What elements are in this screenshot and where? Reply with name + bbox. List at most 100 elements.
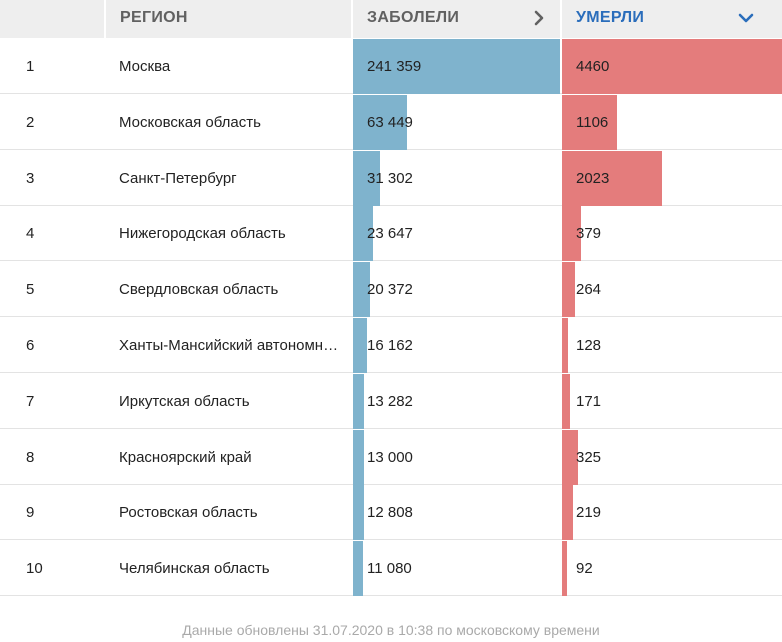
dead-cell: 264 — [562, 262, 782, 318]
region-name: Свердловская область — [119, 281, 279, 299]
sick-value: 16 162 — [367, 337, 413, 354]
table-row[interactable]: 9 Ростовская область 12 808 219 — [0, 485, 782, 541]
dead-bar — [562, 541, 567, 597]
table-row[interactable]: 4 Нижегородская область 23 647 379 — [0, 206, 782, 262]
header-sick-column[interactable]: ЗАБОЛЕЛИ — [353, 0, 560, 38]
dead-bar — [562, 150, 662, 206]
sick-bar — [353, 150, 380, 206]
sick-value: 12 808 — [367, 504, 413, 522]
dead-bar — [562, 206, 581, 262]
update-note: Данные обновлены 31.07.2020 в 10:38 по м… — [182, 622, 600, 638]
dead-value: 92 — [576, 560, 593, 578]
dead-value: 171 — [576, 392, 602, 410]
sick-bar — [353, 485, 364, 541]
sick-value: 31 302 — [367, 169, 413, 187]
header-dead-label: УМЕРЛИ — [576, 9, 645, 26]
dead-cell: 325 — [562, 429, 782, 485]
table-row[interactable]: 10 Челябинская область 11 080 92 — [0, 541, 782, 597]
header-sick-label: ЗАБОЛЕЛИ — [367, 9, 460, 26]
dead-bar — [562, 429, 578, 485]
dead-cell: 4460 — [562, 39, 782, 94]
dead-value: 1106 — [576, 113, 609, 131]
dead-cell: 92 — [562, 541, 782, 597]
sick-cell: 13 000 — [353, 429, 560, 485]
region-name: Ханты-Мансийский автономный округ — Югра — [119, 337, 343, 354]
table-row[interactable]: 2 Московская область 63 449 1106 — [0, 94, 782, 150]
table-row[interactable]: 8 Красноярский край 13 000 325 — [0, 429, 782, 485]
region-name: Нижегородская область — [119, 225, 286, 243]
row-number: 5 — [26, 281, 35, 299]
row-number: 10 — [26, 560, 43, 578]
sick-value: 241 359 — [367, 58, 422, 75]
dead-value: 325 — [576, 448, 602, 466]
sick-bar — [353, 318, 367, 373]
region-name: Челябинская область — [119, 560, 270, 578]
row-number: 8 — [26, 448, 35, 466]
dead-value: 4460 — [576, 58, 610, 75]
dead-bar — [562, 485, 573, 541]
sick-value: 13 000 — [367, 448, 413, 466]
sick-value: 20 372 — [367, 281, 413, 299]
sick-cell: 16 162 — [353, 318, 560, 373]
dead-value: 219 — [576, 504, 602, 522]
sick-cell: 63 449 — [353, 94, 560, 150]
region-name: Москва — [119, 58, 171, 75]
sick-cell: 13 282 — [353, 373, 560, 429]
dead-bar — [562, 94, 617, 150]
sick-bar — [353, 373, 364, 429]
chevron-right-icon[interactable] — [529, 8, 549, 28]
dead-bar — [562, 373, 570, 429]
table-row[interactable]: 1 Москва 241 359 4460 — [0, 39, 782, 94]
region-name: Красноярский край — [119, 448, 252, 466]
dead-cell: 1106 — [562, 94, 782, 150]
sick-bar — [353, 262, 370, 318]
dead-cell: 171 — [562, 373, 782, 429]
dead-cell: 2023 — [562, 150, 782, 206]
dead-bar — [562, 262, 575, 318]
table-row[interactable]: 5 Свердловская область 20 372 264 — [0, 262, 782, 318]
row-number: 6 — [26, 337, 35, 354]
header-region-column[interactable]: РЕГИОН — [106, 0, 351, 38]
header-region-label: РЕГИОН — [120, 9, 188, 26]
sick-cell: 31 302 — [353, 150, 560, 206]
sick-bar — [353, 541, 363, 597]
row-number: 9 — [26, 504, 35, 522]
sick-bar — [353, 39, 560, 94]
dead-value: 128 — [576, 337, 602, 354]
dead-cell: 128 — [562, 318, 782, 373]
sick-bar — [353, 429, 364, 485]
header-dead-column[interactable]: УМЕРЛИ — [562, 0, 782, 38]
chevron-down-icon[interactable] — [736, 8, 756, 28]
sick-value: 63 449 — [367, 113, 413, 131]
dead-value: 2023 — [576, 169, 610, 187]
row-number: 4 — [26, 225, 35, 243]
sick-value: 11 080 — [367, 560, 412, 578]
dead-value: 379 — [576, 225, 602, 243]
sick-bar — [353, 206, 373, 262]
sick-cell: 11 080 — [353, 541, 560, 597]
table-row[interactable]: 6 Ханты-Мансийский автономный округ — Югр… — [0, 318, 782, 373]
dead-bar — [562, 318, 568, 373]
row-number: 1 — [26, 58, 35, 75]
region-name: Ростовская область — [119, 504, 258, 522]
table-header: РЕГИОН ЗАБОЛЕЛИ УМЕРЛИ — [0, 0, 782, 38]
row-number: 7 — [26, 392, 35, 410]
sick-bar — [353, 94, 407, 150]
sick-cell: 12 808 — [353, 485, 560, 541]
sick-value: 23 647 — [367, 225, 413, 243]
header-number-column — [0, 0, 104, 38]
row-number: 2 — [26, 113, 35, 131]
sick-cell: 241 359 — [353, 39, 560, 94]
dead-bar — [562, 39, 782, 94]
dead-value: 264 — [576, 281, 602, 299]
sick-cell: 20 372 — [353, 262, 560, 318]
row-number: 3 — [26, 169, 35, 187]
region-name: Московская область — [119, 113, 261, 131]
table-row[interactable]: 7 Иркутская область 13 282 171 — [0, 373, 782, 429]
region-name: Иркутская область — [119, 392, 250, 410]
region-name: Санкт-Петербург — [119, 169, 237, 187]
table-row[interactable]: 3 Санкт-Петербург 31 302 2023 — [0, 150, 782, 206]
dead-cell: 379 — [562, 206, 782, 262]
dead-cell: 219 — [562, 485, 782, 541]
sick-cell: 23 647 — [353, 206, 560, 262]
